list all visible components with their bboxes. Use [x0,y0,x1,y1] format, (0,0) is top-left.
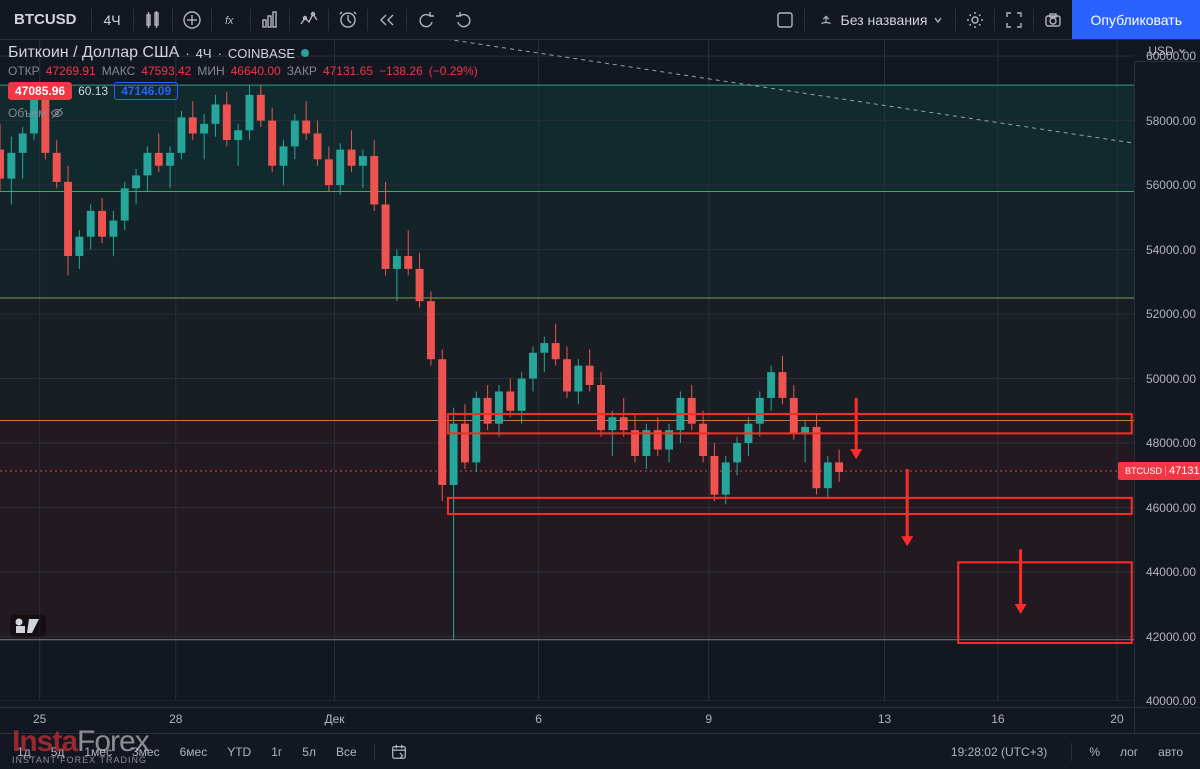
replay-icon[interactable] [368,0,406,39]
price-tick: 40000.00 [1146,694,1196,708]
dot-sep: · [185,46,189,61]
redo-icon[interactable] [445,0,483,39]
high-label: МАКС [102,64,136,78]
price-tag-symbol: BTCUSD [1122,466,1166,476]
range-YTD[interactable]: YTD [220,742,258,762]
range-1г[interactable]: 1г [264,742,289,762]
high-value: 47593.42 [141,64,191,78]
chart-pane[interactable]: Биткоин / Доллар США · 4Ч · COINBASE ОТК… [0,40,1134,707]
price-tick: 44000.00 [1146,565,1196,579]
price-tag-value: 47131.65 [1169,465,1200,477]
candles-icon[interactable] [134,0,172,39]
svg-text:fx: fx [225,15,234,27]
dot-sep: · [218,46,222,61]
last-price-tag: BTCUSD47131.65 [1118,462,1200,480]
time-axis-row: 25 28 Дек 6 9 13 16 20 [0,707,1200,733]
price-tick: 54000.00 [1146,243,1196,257]
range-1мес[interactable]: 1мес [77,742,119,762]
indicators-icon[interactable]: fx [212,0,250,39]
snapshot-icon[interactable] [1034,0,1072,39]
indicator-mid-value: 60.13 [78,84,108,98]
open-value: 47269.91 [46,64,96,78]
clock-display: 19:28:02 (UTC+3) [951,745,1047,759]
price-tick: 60000.00 [1146,49,1196,63]
footer-bar: 1д 5д1мес 3мес 6месYTD 1г 5л Все 19:28:02 (UTC… [0,733,1200,769]
financials-icon[interactable] [251,0,289,39]
price-tick: 46000.00 [1146,501,1196,515]
time-tick: Дек [324,712,344,726]
low-value: 46640.00 [231,64,281,78]
eye-off-icon[interactable] [50,106,64,120]
range-1д[interactable]: 1д [10,742,38,762]
time-axis-spacer [1134,708,1200,733]
layout-icon[interactable] [766,0,804,39]
time-tick: 16 [991,712,1004,726]
volume-label: Объём [8,106,46,120]
legend-title: Биткоин / Доллар США [8,44,179,62]
templates-icon[interactable] [290,0,328,39]
time-tick: 9 [705,712,712,726]
tv-logo-icon[interactable] [10,615,46,637]
publish-button[interactable]: Опубликовать [1072,0,1200,39]
legend-exchange: COINBASE [228,46,295,61]
scale-лог[interactable]: лог [1113,742,1145,762]
scale-%[interactable]: % [1082,742,1107,762]
divider [374,743,375,761]
price-tick: 58000.00 [1146,114,1196,128]
range-5л[interactable]: 5л [295,742,323,762]
timeframe-button[interactable]: 4Ч [92,0,133,39]
indicator-left-pill: 47085.96 [8,82,72,100]
time-tick: 28 [169,712,182,726]
time-tick: 13 [878,712,891,726]
compare-icon[interactable] [173,0,211,39]
legend-tf: 4Ч [196,46,212,61]
change-pct-value: (−0.29%) [429,64,478,78]
top-toolbar: BTCUSD 4Ч fx Без названия Оп [0,0,1200,40]
layout-name-button[interactable]: Без названия [805,0,956,39]
close-value: 47131.65 [323,64,373,78]
price-axis[interactable]: USD 40000.0042000.0044000.0046000.004800… [1134,40,1200,707]
price-tick: 42000.00 [1146,630,1196,644]
range-5д[interactable]: 5д [44,742,72,762]
market-status-dot-icon [301,49,309,57]
price-tick: 48000.00 [1146,436,1196,450]
change-value: −138.26 [379,64,423,78]
time-tick: 20 [1110,712,1123,726]
time-tick: 25 [33,712,46,726]
chart-main: Биткоин / Доллар США · 4Ч · COINBASE ОТК… [0,40,1200,707]
alert-icon[interactable] [329,0,367,39]
goto-date-icon[interactable] [385,734,413,769]
price-tick: 56000.00 [1146,178,1196,192]
time-tick: 6 [535,712,542,726]
layout-name-text: Без названия [841,12,928,28]
settings-icon[interactable] [956,0,994,39]
undo-icon[interactable] [407,0,445,39]
low-label: МИН [197,64,224,78]
range-6мес[interactable]: 6мес [173,742,215,762]
time-axis[interactable]: 25 28 Дек 6 9 13 16 20 [0,708,1134,733]
divider [1071,743,1072,761]
scale-авто[interactable]: авто [1151,742,1190,762]
price-chart[interactable] [0,40,1134,701]
close-label: ЗАКР [287,64,317,78]
indicator-right-pill: 47146.09 [114,82,178,100]
range-Все[interactable]: Все [329,742,364,762]
fullscreen-icon[interactable] [995,0,1033,39]
symbol-button[interactable]: BTCUSD [0,0,91,39]
open-label: ОТКР [8,64,40,78]
price-tick: 52000.00 [1146,307,1196,321]
chart-legend: Биткоин / Доллар США · 4Ч · COINBASE ОТК… [8,44,478,120]
price-tick: 50000.00 [1146,372,1196,386]
range-3мес[interactable]: 3мес [125,742,167,762]
